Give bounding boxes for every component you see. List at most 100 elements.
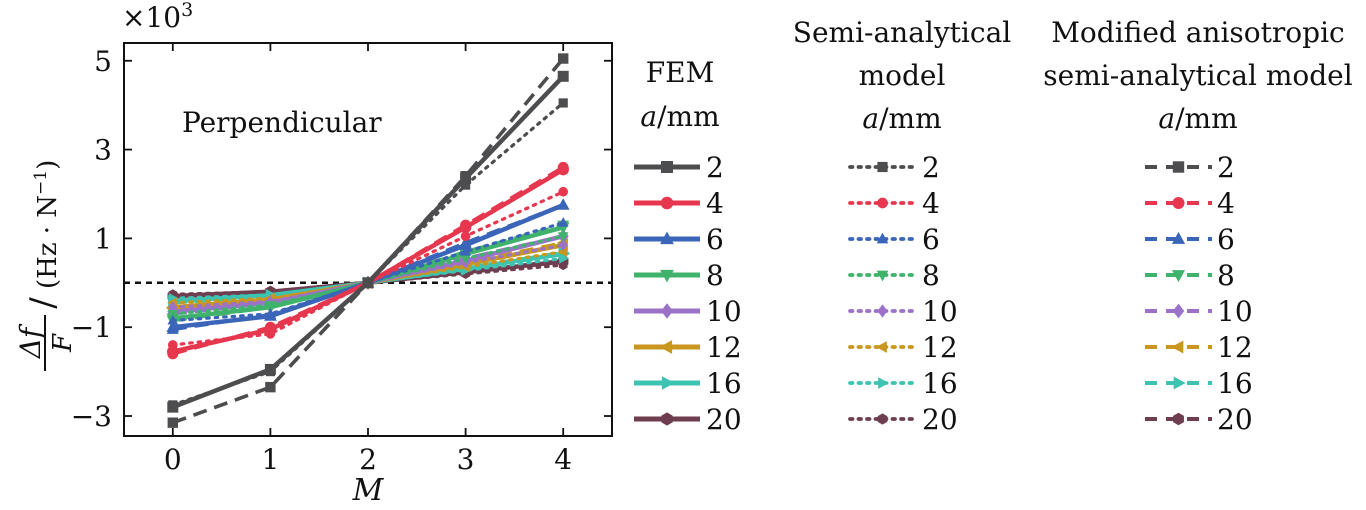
y-label-unit-exp: −1 xyxy=(31,170,51,195)
data-point-mod-2-1 xyxy=(265,381,276,393)
legend-marker-fem-20 xyxy=(661,412,673,426)
series-group xyxy=(165,53,571,428)
y-label-unit-close: ) xyxy=(33,160,63,170)
x-tick-label-2: 2 xyxy=(359,443,377,476)
legend-title-fem-line-0: FEM xyxy=(646,56,715,89)
legend-marker-fem-4 xyxy=(660,196,674,210)
legend-marker-fem-12 xyxy=(659,340,673,354)
x-tick-label-4: 4 xyxy=(554,443,572,476)
legend-marker-semi-20 xyxy=(877,413,888,425)
data-point-semi-4-4 xyxy=(558,186,569,197)
data-point-semi-6-4 xyxy=(557,217,569,227)
legend-label-mod-16: 16 xyxy=(1217,367,1253,400)
x-tick-label-3: 3 xyxy=(457,443,475,476)
y-label-slash: / xyxy=(23,297,63,309)
legend-marker-mod-20 xyxy=(1173,412,1184,426)
data-point-semi-4-3 xyxy=(460,231,471,241)
data-point-semi-6-3 xyxy=(460,245,471,256)
x-tick-label-1: 1 xyxy=(261,443,279,476)
data-point-semi-2-4 xyxy=(558,98,568,108)
legend-title-semi-line-1: model xyxy=(859,59,946,92)
y-multiplier-base: ×10 xyxy=(122,1,181,34)
x-axis-label: M xyxy=(352,473,385,508)
legend-label-fem-10: 10 xyxy=(706,295,742,328)
legend-label-semi-16: 16 xyxy=(922,367,958,400)
legend-marker-semi-2 xyxy=(877,161,888,173)
y-tick-label-4: 5 xyxy=(94,45,112,78)
legend-label-semi-12: 12 xyxy=(922,331,958,364)
y-label-unit-text: (Hz · N xyxy=(33,195,63,289)
y-tick-label-3: 3 xyxy=(94,134,112,167)
legend-title-mod-line-0: Modified anisotropic xyxy=(1051,16,1344,49)
legend-label-fem-20: 20 xyxy=(706,403,742,436)
x-tick-label-0: 0 xyxy=(164,443,182,476)
legend-marker-mod-8 xyxy=(1171,270,1186,283)
data-point-semi-2-3 xyxy=(461,180,471,190)
y-label-denominator: F xyxy=(48,333,78,353)
y-multiplier-exp: 3 xyxy=(181,0,193,21)
legend-title-mod-line-2: a/mm xyxy=(1158,102,1237,135)
data-point-fem-6-4 xyxy=(556,198,570,210)
legend-label-semi-20: 20 xyxy=(922,403,958,436)
legend-label-fem-16: 16 xyxy=(706,367,742,400)
legend-marker-semi-4 xyxy=(877,197,888,209)
legend: FEMa/mm246810121620Semi-analyticalmodela… xyxy=(634,16,1353,436)
legend-marker-semi-6 xyxy=(876,232,889,244)
legend-title-fem-line-1: a/mm xyxy=(640,100,719,133)
legend-label-fem-8: 8 xyxy=(706,259,724,292)
y-tick-label-1: −1 xyxy=(71,311,112,344)
y-label-numerator: Δf xyxy=(14,323,47,359)
legend-group-mod: Modified anisotropic semi-analytical mode… xyxy=(1043,16,1352,436)
panel-annotation: Perpendicular xyxy=(182,106,382,139)
legend-label-mod-6: 6 xyxy=(1217,223,1235,256)
data-point-fem-4-0 xyxy=(167,345,179,358)
legend-title-mod-line-1: semi-analytical model xyxy=(1043,59,1352,92)
data-point-fem-2-4 xyxy=(557,70,569,82)
data-point-semi-6-0 xyxy=(167,314,179,325)
y-tick-label-0: −3 xyxy=(71,400,112,433)
legend-label-semi-6: 6 xyxy=(922,223,940,256)
data-point-fem-4-4 xyxy=(557,163,569,176)
legend-label-mod-4: 4 xyxy=(1217,187,1235,220)
legend-label-mod-10: 10 xyxy=(1217,295,1253,328)
legend-marker-fem-2 xyxy=(661,161,673,173)
legend-marker-fem-6 xyxy=(660,231,674,245)
legend-label-semi-2: 2 xyxy=(922,151,940,184)
legend-label-fem-4: 4 xyxy=(706,187,724,220)
data-point-semi-10-4 xyxy=(558,239,568,252)
legend-label-mod-8: 8 xyxy=(1217,259,1235,292)
legend-marker-fem-10 xyxy=(661,303,673,319)
legend-marker-mod-10 xyxy=(1172,303,1185,319)
legend-label-mod-12: 12 xyxy=(1217,331,1253,364)
data-point-fem-2-2 xyxy=(362,277,374,289)
y-label-unit: (Hz · N−1) xyxy=(31,160,63,289)
data-point-mod-2-0 xyxy=(167,417,178,428)
legend-marker-mod-6 xyxy=(1171,231,1186,244)
data-point-fem-6-3 xyxy=(459,238,472,250)
legend-marker-semi-10 xyxy=(877,304,888,318)
plot-area: 0 1 2 3 4 −3 −1 1 3 5 Perpendicular xyxy=(71,42,613,476)
legend-label-semi-10: 10 xyxy=(922,295,958,328)
data-point-fem-2-1 xyxy=(264,363,276,375)
legend-marker-semi-16 xyxy=(878,377,889,389)
data-point-fem-4-3 xyxy=(459,221,472,234)
data-point-semi-8-4 xyxy=(557,232,569,242)
y-tick-label-2: 1 xyxy=(94,222,112,255)
legend-marker-fem-16 xyxy=(661,376,675,390)
legend-marker-semi-12 xyxy=(876,341,887,353)
legend-marker-semi-8 xyxy=(876,270,889,282)
legend-marker-mod-12 xyxy=(1171,340,1184,354)
data-point-mod-2-4 xyxy=(558,53,569,64)
legend-label-fem-2: 2 xyxy=(706,151,724,184)
legend-marker-mod-4 xyxy=(1172,197,1185,209)
legend-label-mod-2: 2 xyxy=(1217,151,1235,184)
data-point-fem-6-1 xyxy=(264,309,277,321)
data-point-fem-6-0 xyxy=(166,320,180,332)
legend-label-fem-12: 12 xyxy=(706,331,742,364)
legend-marker-mod-2 xyxy=(1172,161,1185,173)
data-point-fem-4-1 xyxy=(264,323,277,336)
legend-title-semi-line-0: Semi-analytical xyxy=(793,16,1011,49)
